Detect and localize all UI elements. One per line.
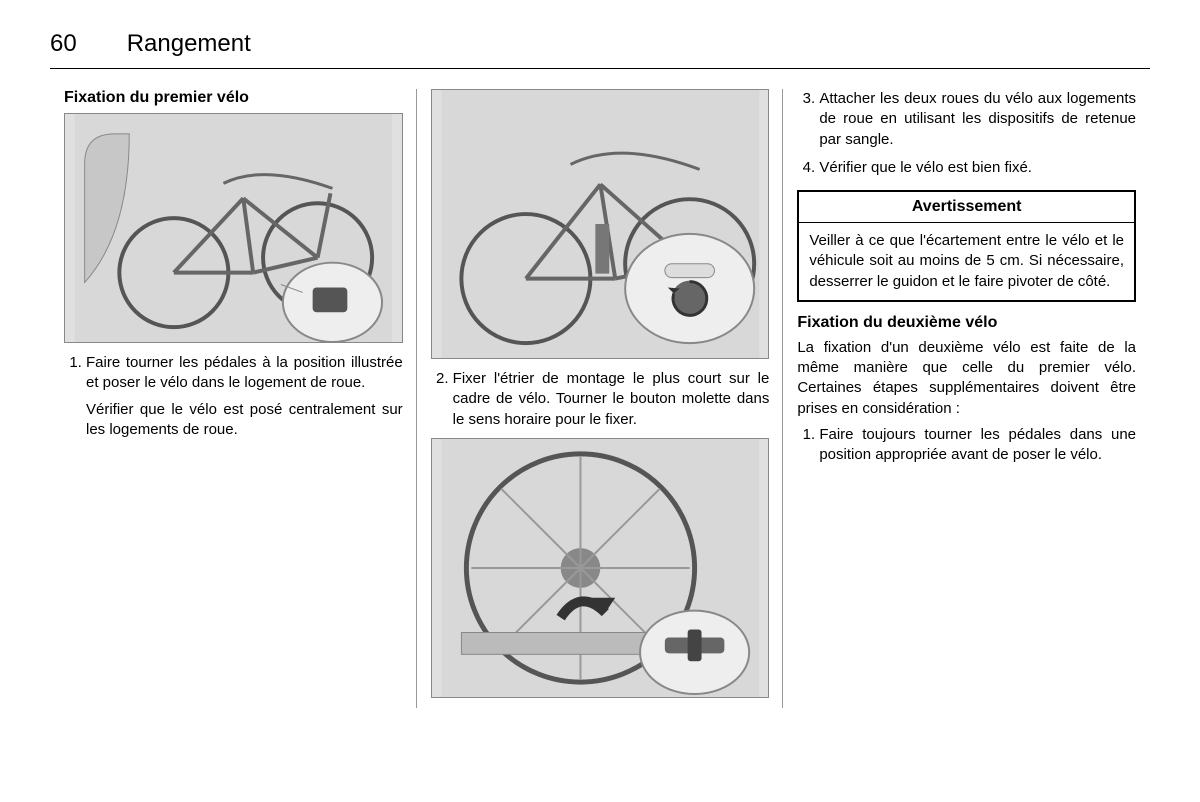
step-4-text: Vérifier que le vélo est bien fixé. <box>819 159 1032 176</box>
steps-list-3: Attacher les deux roues du vélo aux loge… <box>797 89 1136 178</box>
content-columns: Fixation du premier vélo Faire <box>50 89 1150 708</box>
chapter-title: Rangement <box>127 30 251 58</box>
step-2: Fixer l'étrier de montage le plus court … <box>453 369 770 430</box>
step-4: Vérifier que le vélo est bien fixé. <box>819 158 1136 178</box>
figure-wheel-strap <box>431 438 770 698</box>
column-2: Fixer l'étrier de montage le plus court … <box>417 89 784 708</box>
column-3: Attacher les deux roues du vélo aux loge… <box>783 89 1150 708</box>
second-bike-step-1: Faire toujours tourner les pédales dans … <box>819 425 1136 466</box>
warning-title: Avertissement <box>799 192 1134 223</box>
step-2-text: Fixer l'étrier de montage le plus court … <box>453 370 770 428</box>
step-1-text-b: Vérifier que le vélo est posé centraleme… <box>86 400 403 441</box>
figure-mounting-bracket <box>431 89 770 359</box>
page-number: 60 <box>50 30 77 58</box>
column-1: Fixation du premier vélo Faire <box>50 89 417 708</box>
page-header: 60 Rangement <box>50 30 1150 69</box>
steps-list-2: Fixer l'étrier de montage le plus court … <box>431 369 770 430</box>
figure-bike-on-rack <box>64 113 403 343</box>
step-1-text: Faire tourner les pédales à la position … <box>86 354 403 391</box>
step-3: Attacher les deux roues du vélo aux loge… <box>819 89 1136 150</box>
subhead-second-bike: Fixation du deuxième vélo <box>797 314 1136 332</box>
second-bike-step-1-text: Faire toujours tourner les pédales dans … <box>819 426 1136 463</box>
warning-body: Veiller à ce que l'écartement entre le v… <box>799 223 1134 300</box>
step-1: Faire tourner les pédales à la position … <box>86 353 403 440</box>
steps-list-second-bike: Faire toujours tourner les pédales dans … <box>797 425 1136 466</box>
warning-box: Avertissement Veiller à ce que l'écartem… <box>797 190 1136 302</box>
steps-list-1: Faire tourner les pédales à la position … <box>64 353 403 440</box>
second-bike-intro: La fixation d'un deuxième vélo est faite… <box>797 338 1136 419</box>
step-3-text: Attacher les deux roues du vélo aux loge… <box>819 90 1136 148</box>
subhead-first-bike: Fixation du premier vélo <box>64 89 403 107</box>
